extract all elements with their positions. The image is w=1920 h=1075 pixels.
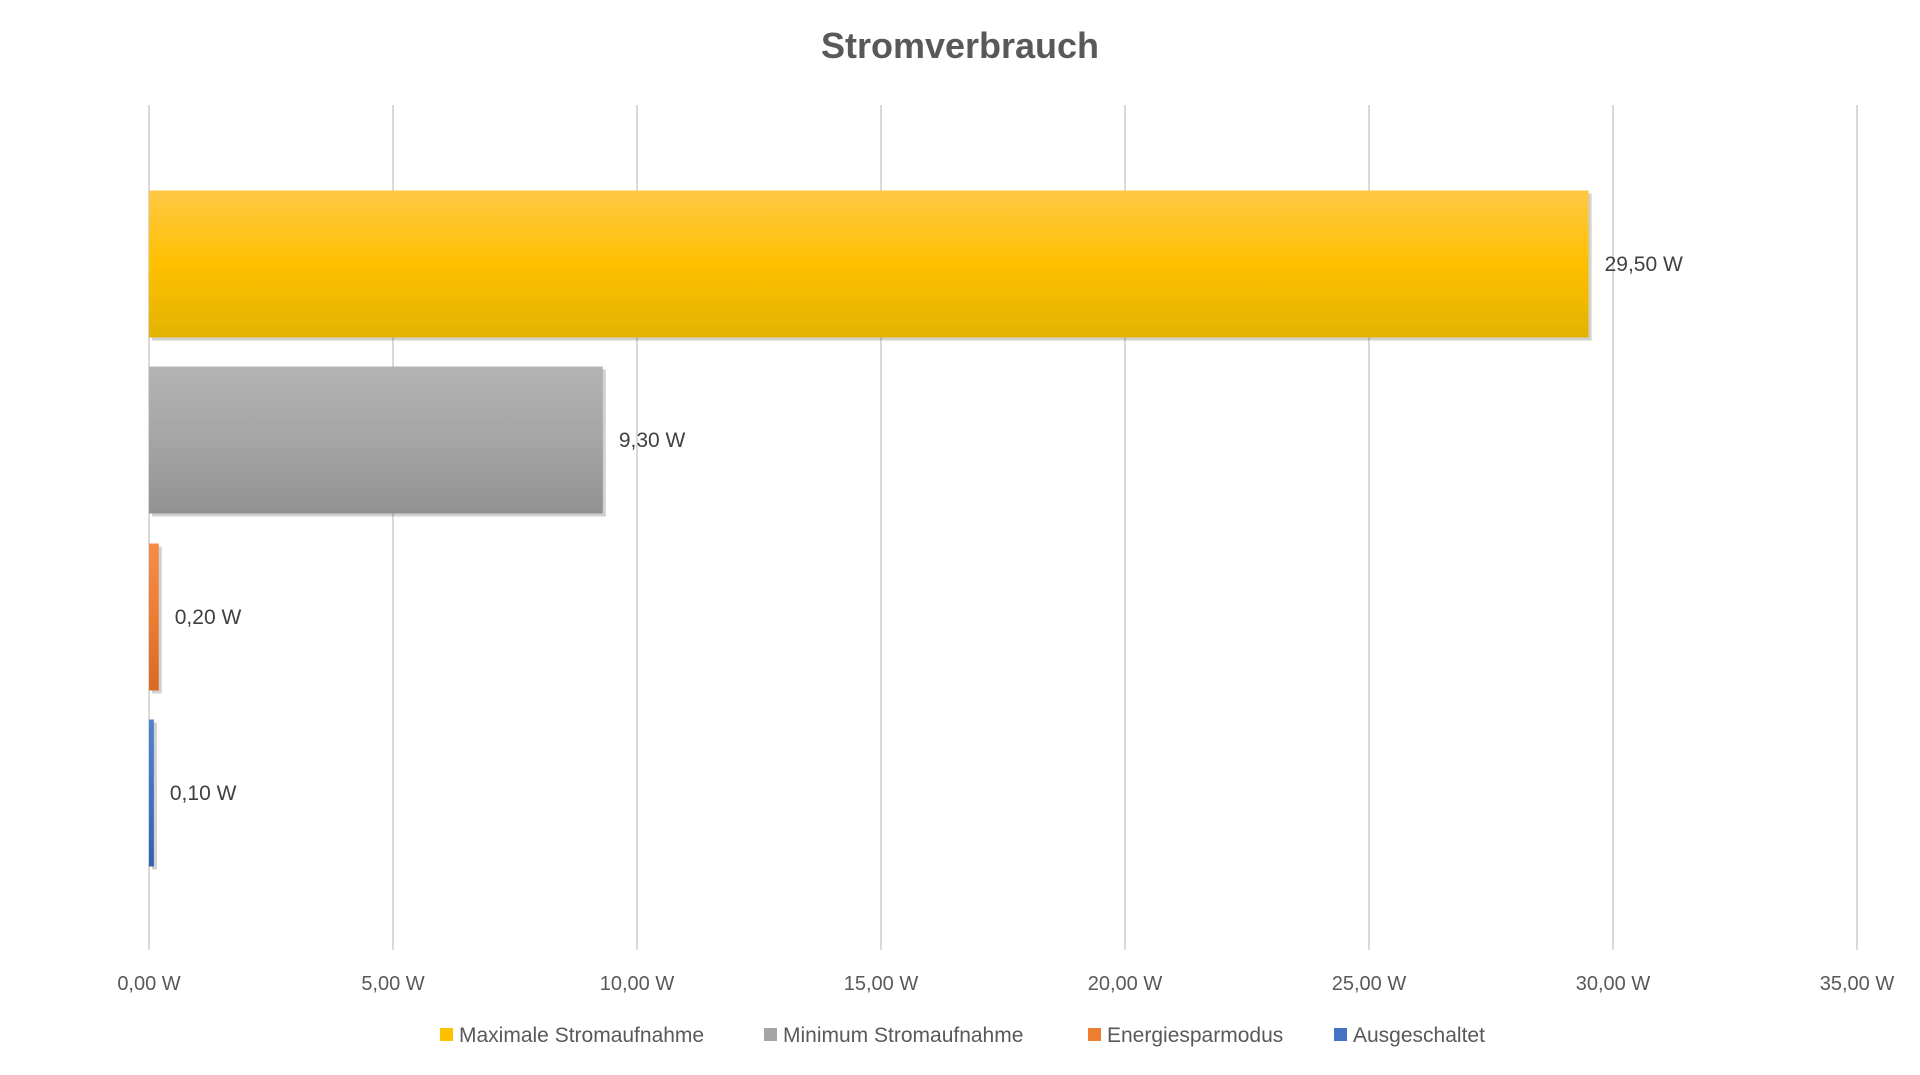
bar-shadow xyxy=(152,722,157,870)
x-tick-label: 15,00 W xyxy=(844,973,919,995)
bar-energiesparmodus xyxy=(149,543,159,691)
chart-title: Stromverbrauch xyxy=(821,25,1099,66)
legend-swatch xyxy=(1088,1028,1101,1041)
data-label: 9,30 W xyxy=(619,429,686,452)
bar-ausgeschaltet xyxy=(149,719,154,867)
x-tick-label: 20,00 W xyxy=(1088,973,1163,995)
legend-swatch xyxy=(440,1028,453,1041)
legend-label: Ausgeschaltet xyxy=(1353,1024,1485,1047)
bar-minimum-stromaufnahme xyxy=(149,366,603,514)
x-tick-label: 10,00 W xyxy=(600,973,675,995)
data-label: 29,50 W xyxy=(1605,253,1683,276)
bar-maximale-stromaufnahme xyxy=(149,190,1589,338)
legend-label: Maximale Stromaufnahme xyxy=(459,1024,704,1047)
data-label: 0,10 W xyxy=(170,782,237,805)
legend-label: Energiesparmodus xyxy=(1107,1024,1283,1047)
x-tick-label: 0,00 W xyxy=(117,973,180,995)
data-label: 0,20 W xyxy=(175,606,242,629)
legend-label: Minimum Stromaufnahme xyxy=(783,1024,1023,1047)
x-tick-label: 25,00 W xyxy=(1332,973,1407,995)
legend-swatch xyxy=(1334,1028,1347,1041)
x-tick-label: 30,00 W xyxy=(1576,973,1651,995)
x-tick-label: 5,00 W xyxy=(361,973,424,995)
x-tick-label: 35,00 W xyxy=(1820,973,1895,995)
legend-swatch xyxy=(764,1028,777,1041)
